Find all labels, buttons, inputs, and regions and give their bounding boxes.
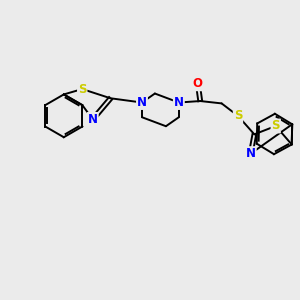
Text: N: N (174, 96, 184, 109)
Text: S: S (234, 110, 242, 122)
Text: N: N (137, 96, 147, 109)
Text: N: N (88, 113, 98, 126)
Text: S: S (272, 119, 280, 133)
Text: S: S (78, 82, 86, 96)
Text: O: O (193, 77, 203, 90)
Text: N: N (246, 147, 256, 160)
